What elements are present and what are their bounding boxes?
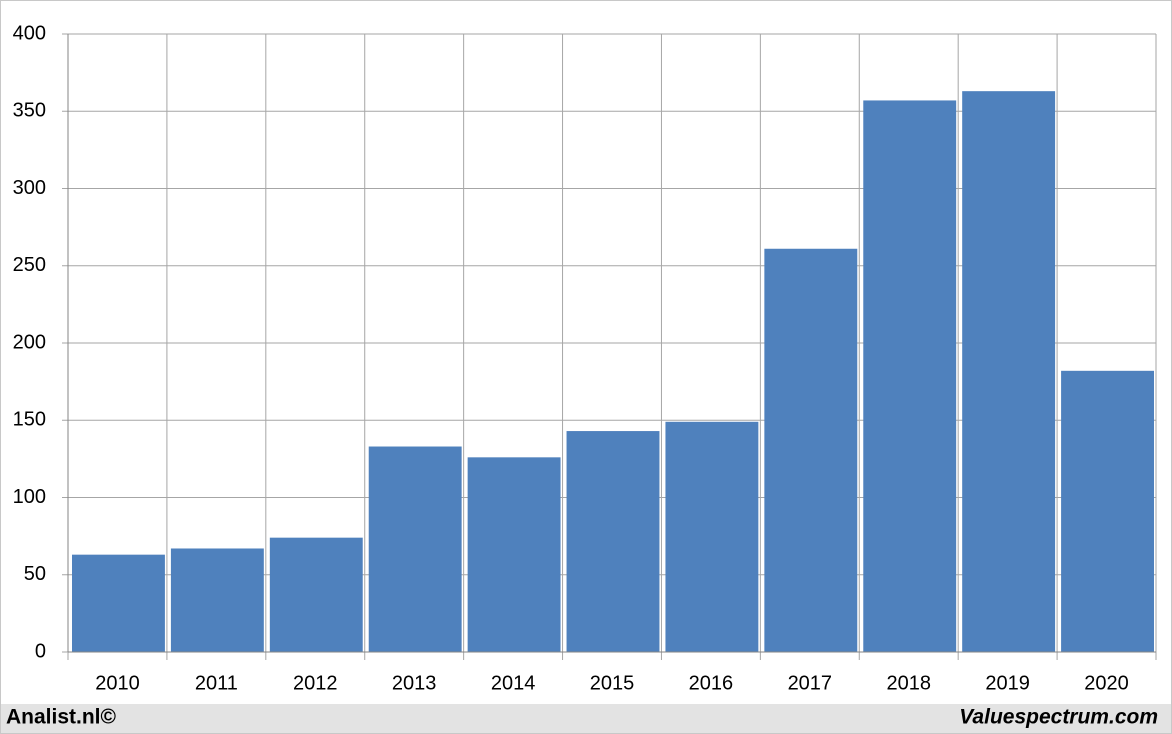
y-tick-label: 100 bbox=[13, 486, 46, 508]
bar bbox=[665, 421, 759, 652]
bar bbox=[368, 446, 462, 652]
x-tick-label: 2014 bbox=[491, 672, 536, 694]
y-tick-label: 150 bbox=[13, 409, 46, 431]
y-tick-label: 200 bbox=[13, 331, 46, 353]
bar bbox=[170, 548, 264, 652]
x-tick-label: 2020 bbox=[1084, 672, 1129, 694]
y-tick-label: 0 bbox=[35, 640, 46, 662]
y-tick-label: 350 bbox=[13, 100, 46, 122]
x-tick-label: 2018 bbox=[886, 672, 931, 694]
footer-right: Valuespectrum.com bbox=[959, 706, 1158, 729]
bar bbox=[467, 457, 561, 652]
x-tick-label: 2012 bbox=[293, 672, 338, 694]
x-tick-label: 2011 bbox=[195, 672, 238, 694]
y-tick-label: 250 bbox=[13, 254, 46, 276]
bar bbox=[72, 554, 165, 652]
footer-bar bbox=[1, 704, 1171, 733]
x-tick-label: 2013 bbox=[392, 672, 437, 694]
x-tick-label: 2015 bbox=[590, 672, 635, 694]
x-tick-label: 2017 bbox=[788, 672, 833, 694]
y-tick-label: 400 bbox=[13, 22, 46, 44]
x-tick-label: 2019 bbox=[985, 672, 1030, 694]
bar bbox=[566, 431, 660, 652]
y-tick-label: 50 bbox=[24, 563, 46, 585]
bar bbox=[962, 91, 1056, 653]
bar bbox=[863, 100, 957, 652]
bar bbox=[1061, 370, 1154, 652]
x-tick-label: 2010 bbox=[95, 672, 140, 694]
y-tick-label: 300 bbox=[13, 177, 46, 199]
footer-left: Analist.nl© bbox=[6, 706, 117, 729]
x-tick-label: 2016 bbox=[689, 672, 734, 694]
bar bbox=[764, 248, 858, 652]
bar bbox=[269, 537, 363, 652]
